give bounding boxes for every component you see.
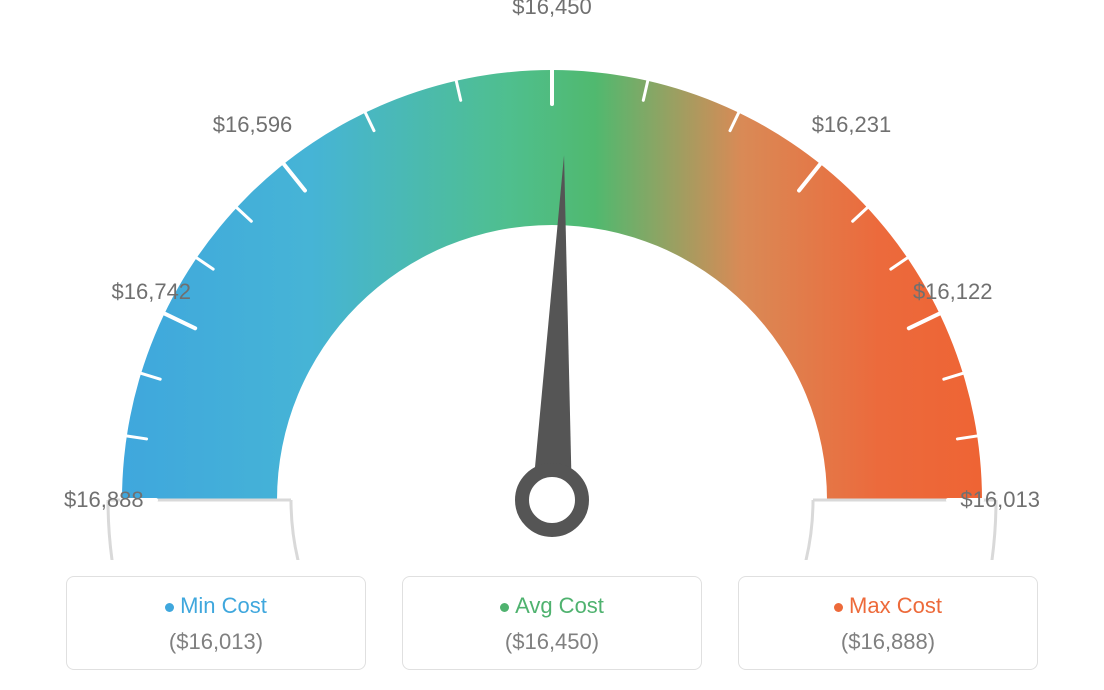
legend-title: Min Cost [77,593,355,619]
legend-title: Avg Cost [413,593,691,619]
legend-card: Min Cost ($16,013) [66,576,366,670]
legend-value: ($16,013) [77,629,355,655]
gauge-tick-label: $16,013 [960,487,1040,513]
gauge-tick-label: $16,450 [512,0,592,20]
legend-title-text: Avg Cost [515,593,604,618]
legend-dot-icon [165,603,174,612]
gauge-needle-hub [522,470,582,530]
gauge-tick-label: $16,742 [112,279,192,305]
gauge-tick-label: $16,231 [812,112,892,138]
legend-row: Min Cost ($16,013) Avg Cost ($16,450) Max Co… [0,576,1104,670]
legend-card: Avg Cost ($16,450) [402,576,702,670]
gauge-tick-label: $16,888 [64,487,144,513]
legend-value: ($16,450) [413,629,691,655]
gauge-tick-label: $16,596 [213,112,293,138]
legend-title-text: Max Cost [849,593,942,618]
gauge-tick-label: $16,122 [913,279,993,305]
legend-dot-icon [834,603,843,612]
chart-container: $16,013 $16,122 $16,231 $16,450 $16,596 $16,7… [0,0,1104,690]
legend-title-text: Min Cost [180,593,267,618]
legend-title: Max Cost [749,593,1027,619]
legend-dot-icon [500,603,509,612]
gauge-area: $16,013 $16,122 $16,231 $16,450 $16,596 $16,7… [0,0,1104,560]
legend-value: ($16,888) [749,629,1027,655]
legend-card: Max Cost ($16,888) [738,576,1038,670]
